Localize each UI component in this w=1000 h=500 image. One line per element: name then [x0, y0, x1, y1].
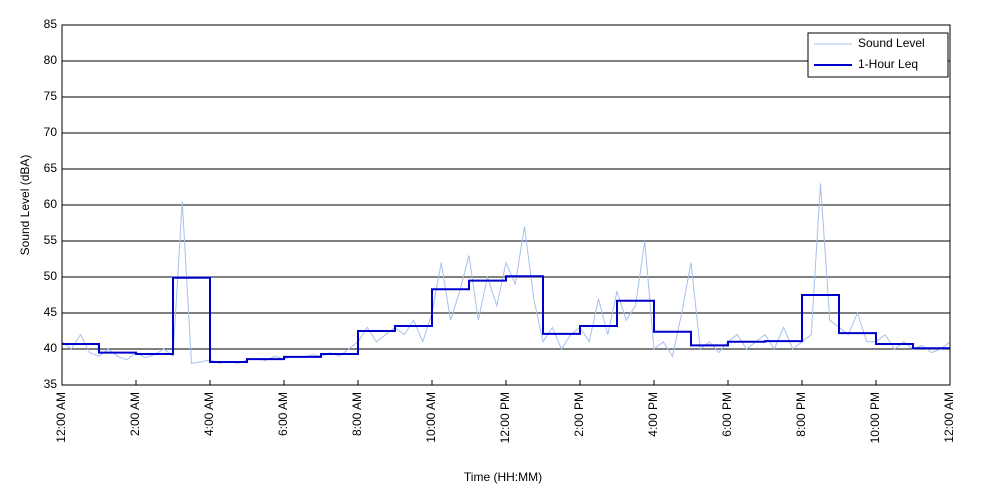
x-tick-label: 8:00 AM: [350, 392, 364, 436]
legend-label: 1-Hour Leq: [858, 57, 918, 71]
x-tick-label: 6:00 PM: [720, 392, 734, 437]
y-tick-label: 45: [44, 305, 58, 319]
x-tick-label: 6:00 AM: [276, 392, 290, 436]
y-tick-label: 80: [44, 53, 58, 67]
y-tick-label: 35: [44, 377, 58, 391]
y-tick-label: 60: [44, 197, 58, 211]
x-axis-label: Time (HH:MM): [464, 470, 542, 484]
y-tick-label: 55: [44, 233, 58, 247]
y-tick-label: 85: [44, 17, 58, 31]
legend-box: [807, 32, 949, 78]
x-tick-label: 4:00 PM: [646, 392, 660, 437]
series-line: [62, 275, 950, 363]
x-tick-label: 12:00 AM: [942, 392, 956, 443]
x-tick-label: 10:00 AM: [424, 392, 438, 443]
y-tick-label: 70: [44, 125, 58, 139]
x-tick-label: 2:00 PM: [572, 392, 586, 437]
y-tick-label: 40: [44, 341, 58, 355]
x-tick-label: 8:00 PM: [794, 392, 808, 437]
legend-label: Sound Level: [858, 36, 925, 50]
x-tick-label: 4:00 AM: [202, 392, 216, 436]
y-axis-label: Sound Level (dBA): [18, 155, 32, 256]
x-tick-label: 12:00 PM: [498, 392, 512, 443]
y-tick-label: 50: [44, 269, 58, 283]
plot-frame: [61, 24, 951, 386]
x-tick-label: 12:00 AM: [54, 392, 68, 443]
y-tick-label: 65: [44, 161, 58, 175]
x-tick-label: 2:00 AM: [128, 392, 142, 436]
x-tick-label: 10:00 PM: [868, 392, 882, 443]
y-tick-label: 75: [44, 89, 58, 103]
